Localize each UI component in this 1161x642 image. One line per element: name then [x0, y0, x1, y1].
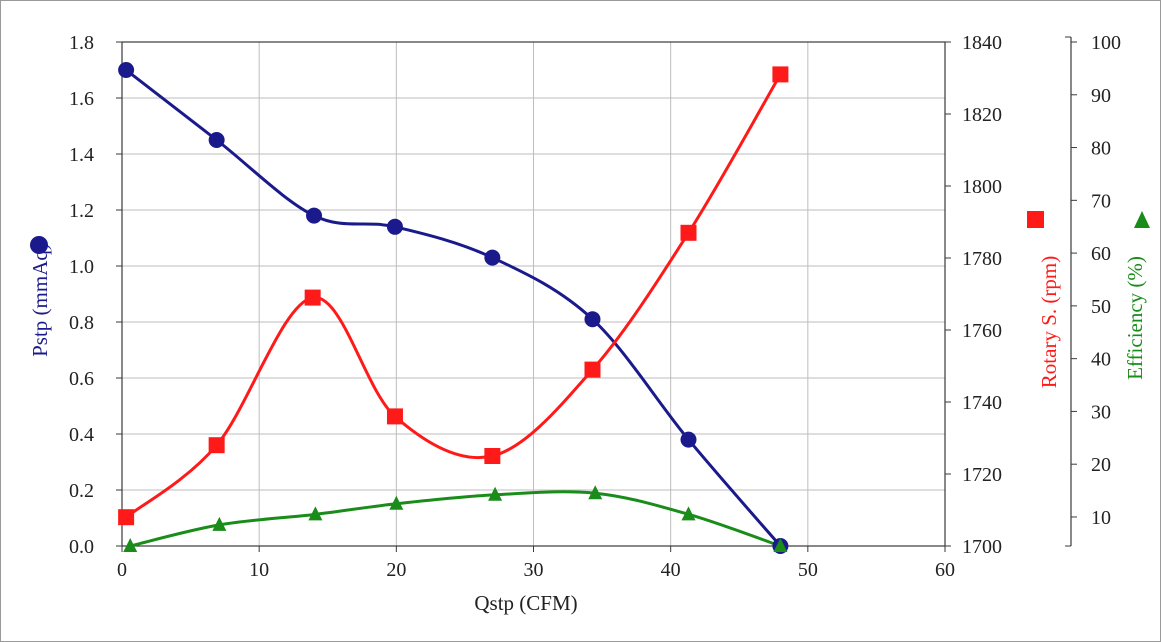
data-point-circle: [680, 431, 697, 448]
data-point-square: [484, 448, 501, 464]
data-point-triangle: [123, 538, 138, 552]
data-point-square: [208, 437, 225, 454]
svg-text:Pstp (mmAq): Pstp (mmAq): [28, 243, 52, 357]
data-point-square: [386, 408, 403, 425]
x-tick-label: 40: [661, 559, 681, 581]
y-right2-tick-label: 30: [1091, 401, 1111, 423]
data-point-triangle: [212, 516, 227, 531]
y-right1-tick-label: 1840: [962, 32, 1002, 54]
y-right1-tick-label: 1800: [962, 176, 1002, 198]
y-right2-axis-title: Efficiency (%): [1123, 256, 1147, 380]
y-right1-tick-label: 1720: [962, 464, 1002, 486]
data-point-circle: [306, 207, 323, 224]
data-point-square: [304, 289, 321, 306]
x-tick-label: 20: [386, 559, 406, 581]
y-right1-tick-label: 1820: [962, 104, 1002, 126]
data-point-triangle: [488, 486, 503, 501]
x-tick-label: 50: [798, 559, 818, 581]
data-point-square: [118, 509, 135, 526]
y-left-legend-circle-icon: [30, 236, 48, 254]
data-point-triangle: [773, 538, 788, 552]
y-left-tick-label: 1.0: [69, 256, 94, 278]
y-left-tick-label: 1.6: [69, 88, 94, 110]
y-right2-tick-label: 10: [1091, 507, 1111, 529]
y-left-tick-label: 1.4: [69, 144, 94, 166]
data-point-triangle: [308, 506, 323, 521]
data-point-triangle: [681, 506, 696, 521]
y-right2-tick-label: 60: [1091, 243, 1111, 265]
data-point-circle: [118, 62, 135, 78]
y-right1-axis-title: Rotary S. (rpm): [1037, 256, 1061, 388]
y-right1-legend-square-icon: [1027, 211, 1044, 228]
x-tick-label: 0: [117, 559, 127, 581]
x-tick-label: 60: [935, 559, 955, 581]
svg-text:Rotary S. (rpm): Rotary S. (rpm): [1037, 256, 1061, 388]
tick-labels: 0 10 20 30 40 50 60 0.0 0.2 0.4 0.6 0.8 1.0 1.2 1.4 1.6…: [69, 32, 1121, 581]
data-point-square: [584, 361, 601, 378]
x-axis-label: Qstp (CFM): [474, 591, 577, 615]
y-left-tick-label: 1.2: [69, 200, 94, 222]
y-right1-tick-label: 1780: [962, 248, 1002, 270]
y-right2-tick-label: 80: [1091, 138, 1111, 160]
y-left-tick-label: 0.8: [69, 312, 94, 334]
y-left-axis-title: Pstp (mmAq): [28, 243, 52, 357]
data-point-square: [772, 66, 789, 83]
x-tick-label: 30: [524, 559, 544, 581]
axes: [116, 36, 1077, 552]
y-right1-tick-label: 1760: [962, 320, 1002, 342]
data-point-circle: [584, 311, 601, 328]
y-right2-tick-label: 90: [1091, 85, 1111, 107]
y-left-tick-label: 1.8: [69, 32, 94, 54]
y-right1-tick-label: 1740: [962, 392, 1002, 414]
y-right2-tick-label: 40: [1091, 349, 1111, 371]
y-left-tick-label: 0.4: [69, 424, 94, 446]
y-right2-legend-triangle-icon: [1134, 211, 1150, 228]
y-left-tick-label: 0.6: [69, 368, 94, 390]
y-right2-tick-label: 50: [1091, 296, 1111, 318]
data-point-circle: [386, 218, 403, 235]
data-point-triangle: [588, 485, 603, 500]
svg-text:Efficiency (%): Efficiency (%): [1123, 256, 1147, 380]
data-point-circle: [208, 132, 225, 148]
y-left-tick-label: 0.2: [69, 480, 94, 502]
data-point-triangle: [389, 495, 404, 510]
gridlines: [121, 41, 946, 547]
data-point-square: [680, 224, 697, 241]
y-right2-tick-label: 70: [1091, 190, 1111, 212]
y-left-tick-label: 0.0: [69, 536, 94, 558]
y-right2-tick-label: 20: [1091, 454, 1111, 476]
series-line-right2: [129, 490, 781, 548]
y-right2-tick-label: 100: [1091, 32, 1121, 54]
y-right1-tick-label: 1700: [962, 536, 1002, 558]
data-point-circle: [484, 249, 501, 266]
x-tick-label: 10: [249, 559, 269, 581]
series-markers: [118, 62, 789, 554]
